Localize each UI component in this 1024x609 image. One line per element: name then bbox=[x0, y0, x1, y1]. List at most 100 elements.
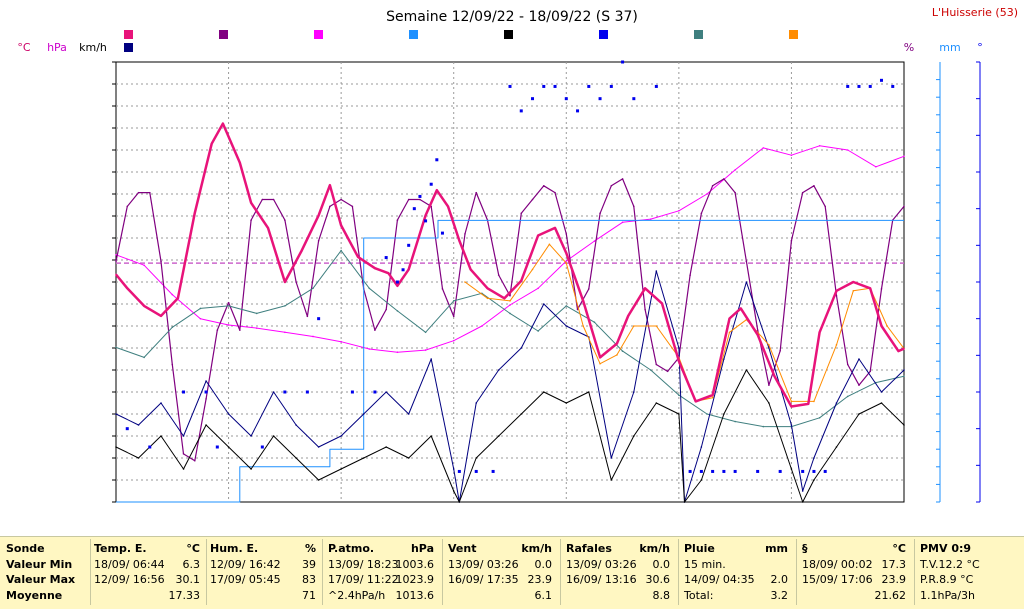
legend-swatch bbox=[124, 43, 133, 52]
data-point bbox=[407, 413, 410, 415]
direction-point bbox=[632, 97, 636, 101]
divider bbox=[90, 539, 91, 605]
data-point bbox=[374, 329, 376, 331]
series-line-temp-e- bbox=[115, 122, 905, 408]
data-point bbox=[464, 233, 466, 235]
direction-point bbox=[733, 469, 737, 473]
data-point bbox=[655, 270, 658, 272]
location-label: L'Huisserie (53) bbox=[932, 6, 1018, 19]
stats-cell: 17/09/ 05:45 bbox=[210, 573, 281, 586]
stats-col-rafales: Rafales km/h 13/09/ 03:26 0.0 16/09/ 13:16… bbox=[566, 541, 672, 603]
data-point bbox=[835, 294, 838, 297]
direction-point bbox=[418, 194, 422, 198]
data-point bbox=[300, 249, 303, 252]
data-point bbox=[678, 394, 680, 396]
stats-cell: 1003.6 bbox=[395, 557, 435, 571]
data-point bbox=[385, 308, 387, 311]
axis-units: °C hPa km/h % mm ° bbox=[17, 41, 982, 54]
direction-point bbox=[553, 84, 557, 88]
data-point bbox=[447, 205, 449, 208]
data-point bbox=[897, 350, 900, 352]
data-point bbox=[115, 260, 117, 263]
hum-unit-label: % bbox=[904, 41, 914, 54]
data-point bbox=[818, 416, 821, 419]
data-point bbox=[768, 384, 770, 386]
legend-swatch bbox=[694, 30, 703, 39]
data-point bbox=[807, 403, 810, 405]
data-point bbox=[295, 281, 297, 283]
data-point bbox=[616, 354, 618, 356]
data-point bbox=[542, 184, 545, 187]
data-point bbox=[886, 325, 888, 327]
data-point bbox=[317, 239, 320, 242]
stats-cell: 14/09/ 04:35 bbox=[684, 573, 755, 586]
data-point bbox=[548, 243, 551, 246]
data-point bbox=[182, 468, 185, 470]
data-point bbox=[633, 435, 635, 437]
data-point bbox=[509, 312, 511, 315]
data-point bbox=[250, 219, 252, 221]
data-point bbox=[340, 198, 342, 201]
data-point bbox=[396, 310, 399, 312]
data-point bbox=[756, 334, 759, 336]
stats-cell: 21.62 bbox=[874, 588, 907, 602]
data-point bbox=[880, 325, 883, 327]
data-point bbox=[205, 380, 207, 382]
data-point bbox=[368, 287, 371, 290]
data-point bbox=[250, 435, 252, 437]
data-point bbox=[846, 363, 849, 366]
data-point bbox=[880, 402, 883, 404]
legend-swatch bbox=[409, 30, 418, 39]
data-point bbox=[295, 457, 297, 459]
data-point bbox=[160, 402, 162, 404]
data-point bbox=[818, 145, 821, 147]
stats-header: § bbox=[802, 542, 808, 555]
data-point bbox=[317, 214, 320, 217]
direction-point bbox=[435, 158, 439, 162]
data-point bbox=[227, 413, 230, 415]
series-layer bbox=[115, 60, 905, 503]
stats-cell: 13/09/ 03:26 bbox=[566, 557, 637, 571]
data-point bbox=[903, 205, 905, 208]
data-point bbox=[475, 402, 478, 404]
data-point bbox=[329, 205, 331, 208]
data-point bbox=[554, 191, 556, 194]
chart-title: Semaine 12/09/22 - 18/09/22 (S 37) bbox=[386, 9, 638, 25]
data-point bbox=[115, 253, 117, 256]
stats-panel: Sonde Valeur Min Valeur Max Moyenne Temp… bbox=[0, 536, 1024, 609]
direction-point bbox=[531, 97, 535, 101]
data-point bbox=[497, 274, 500, 276]
divider bbox=[796, 539, 797, 605]
data-point bbox=[115, 346, 117, 349]
data-point bbox=[171, 293, 174, 296]
data-point bbox=[452, 339, 455, 342]
data-point bbox=[520, 413, 523, 415]
data-point bbox=[340, 249, 342, 252]
data-point bbox=[711, 396, 714, 399]
stats-cell: 30.6 bbox=[645, 573, 671, 586]
data-point bbox=[216, 329, 219, 331]
data-point bbox=[227, 301, 230, 304]
data-point bbox=[633, 205, 635, 208]
direction-point bbox=[215, 445, 219, 449]
stats-unit: °C bbox=[186, 542, 200, 555]
stats-cell: 30.1 bbox=[175, 573, 201, 586]
data-point bbox=[728, 317, 731, 320]
data-point bbox=[340, 224, 342, 227]
data-point bbox=[610, 184, 613, 187]
stats-unit: hPa bbox=[410, 542, 434, 555]
data-point bbox=[835, 402, 838, 404]
data-point bbox=[565, 262, 568, 264]
divider bbox=[206, 539, 207, 605]
data-point bbox=[813, 457, 815, 459]
data-point bbox=[261, 198, 264, 201]
data-point bbox=[396, 219, 399, 221]
direction-point bbox=[778, 469, 782, 473]
data-point bbox=[678, 360, 680, 363]
data-point bbox=[419, 198, 421, 201]
direction-point bbox=[305, 390, 309, 394]
direction-point bbox=[587, 84, 591, 88]
data-point bbox=[503, 297, 506, 300]
direction-point bbox=[429, 182, 433, 186]
data-point bbox=[869, 287, 872, 290]
